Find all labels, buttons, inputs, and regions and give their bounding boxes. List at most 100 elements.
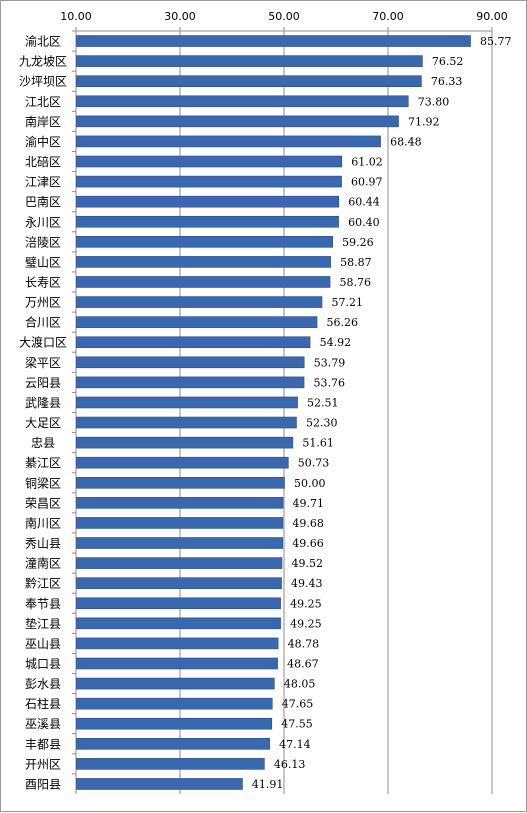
- bars: [76, 35, 471, 790]
- value-label: 49.25: [290, 597, 322, 610]
- bar: [76, 296, 323, 308]
- category-label: 彭水县: [25, 677, 61, 691]
- value-label: 48.78: [288, 637, 320, 650]
- x-axis-ticks: 10.00 30.00 50.00 70.00 90.00: [60, 10, 508, 23]
- value-label: 76.33: [431, 75, 463, 88]
- value-label: 46.13: [274, 758, 306, 771]
- bar: [76, 356, 305, 369]
- value-label: 47.14: [279, 738, 311, 751]
- category-label: 大渡口区: [19, 335, 67, 350]
- bar: [76, 135, 381, 148]
- value-label: 51.61: [302, 437, 334, 450]
- value-label: 71.92: [408, 115, 440, 128]
- value-label: 68.48: [390, 135, 422, 148]
- category-label: 长寿区: [25, 275, 61, 289]
- category-label: 城口县: [25, 657, 61, 671]
- category-label: 万州区: [25, 296, 61, 310]
- value-label: 49.66: [292, 537, 324, 550]
- value-label: 47.55: [281, 718, 313, 731]
- bar: [76, 155, 343, 168]
- x-tick-label: 70.00: [372, 10, 404, 23]
- bar: [76, 215, 339, 228]
- bar: [76, 617, 281, 630]
- bar: [76, 236, 333, 248]
- bar: [76, 497, 284, 509]
- category-label: 武隆县: [25, 395, 61, 410]
- category-label: 北碚区: [25, 154, 61, 169]
- bar: [76, 436, 294, 449]
- value-label: 85.77: [480, 35, 512, 48]
- value-label: 53.79: [314, 356, 346, 369]
- category-label: 潼南区: [25, 556, 61, 571]
- value-label: 60.40: [348, 216, 380, 229]
- value-label: 60.44: [348, 196, 380, 209]
- bar: [76, 557, 283, 569]
- x-tick-label: 30.00: [164, 10, 196, 23]
- value-label: 49.43: [291, 577, 323, 590]
- category-label: 江北区: [25, 95, 61, 109]
- category-label: 丰都县: [25, 737, 61, 751]
- category-label: 酉阳县: [25, 777, 61, 791]
- bar: [76, 476, 285, 489]
- value-label: 41.91: [252, 778, 284, 791]
- category-label: 奉节县: [25, 597, 61, 611]
- bar: [76, 195, 340, 208]
- category-label: 渝中区: [25, 134, 61, 149]
- bar: [76, 456, 289, 469]
- category-label: 涪陵区: [25, 234, 61, 249]
- category-label: 渝北区: [25, 34, 61, 49]
- category-label: 沙坪坝区: [19, 75, 67, 89]
- category-labels: 渝北区九龙坡区沙坪坝区江北区南岸区渝中区北碚区江津区巴南区永川区涪陵区璧山区长寿…: [19, 34, 67, 792]
- value-label: 57.21: [331, 296, 363, 309]
- value-label: 49.52: [292, 557, 324, 570]
- category-label: 璧山区: [25, 254, 61, 269]
- value-labels: 85.77 76.52 76.33 73.80 71.92 68.48 61.02 60.97…: [252, 35, 512, 791]
- value-label: 52.30: [306, 417, 338, 430]
- x-tick-label: 50.00: [268, 10, 300, 23]
- value-label: 53.76: [314, 376, 346, 389]
- category-label: 开州区: [25, 757, 61, 771]
- value-label: 49.25: [290, 617, 322, 630]
- value-label: 76.52: [432, 55, 464, 68]
- value-label: 58.87: [340, 256, 372, 269]
- bar: [76, 758, 265, 770]
- category-label: 秀山县: [25, 537, 61, 551]
- bar: [76, 657, 278, 670]
- bar: [76, 416, 297, 429]
- bar: [76, 175, 342, 188]
- bar: [76, 376, 305, 389]
- value-label: 52.51: [307, 396, 339, 409]
- bar: [76, 517, 284, 529]
- bar: [76, 717, 273, 730]
- value-label: 47.65: [282, 698, 314, 711]
- bar: [76, 738, 270, 750]
- bar: [76, 537, 284, 549]
- category-label: 垫江县: [25, 616, 61, 631]
- category-label: 荣昌区: [25, 496, 61, 510]
- bar: [76, 35, 471, 47]
- category-label: 南岸区: [25, 114, 61, 129]
- value-label: 59.26: [342, 236, 374, 249]
- category-label: 九龙坡区: [19, 55, 67, 69]
- category-label: 南川区: [25, 515, 61, 530]
- bar: [76, 115, 399, 128]
- category-label: 巫山县: [25, 637, 61, 651]
- value-label: 48.05: [284, 678, 316, 691]
- category-label: 忠县: [31, 436, 55, 450]
- bar: [76, 95, 409, 108]
- bar: [76, 256, 331, 268]
- category-label: 綦江区: [25, 456, 61, 470]
- value-label: 58.76: [340, 276, 372, 289]
- bar: [76, 336, 311, 349]
- bar: [76, 396, 298, 409]
- bar: [76, 637, 279, 650]
- bar: [76, 597, 281, 610]
- bar: [76, 55, 423, 67]
- value-label: 49.71: [292, 497, 324, 510]
- bar: [76, 316, 318, 328]
- category-label: 巫溪县: [25, 717, 61, 731]
- x-tick-label: 10.00: [60, 10, 92, 23]
- bar: [76, 677, 275, 690]
